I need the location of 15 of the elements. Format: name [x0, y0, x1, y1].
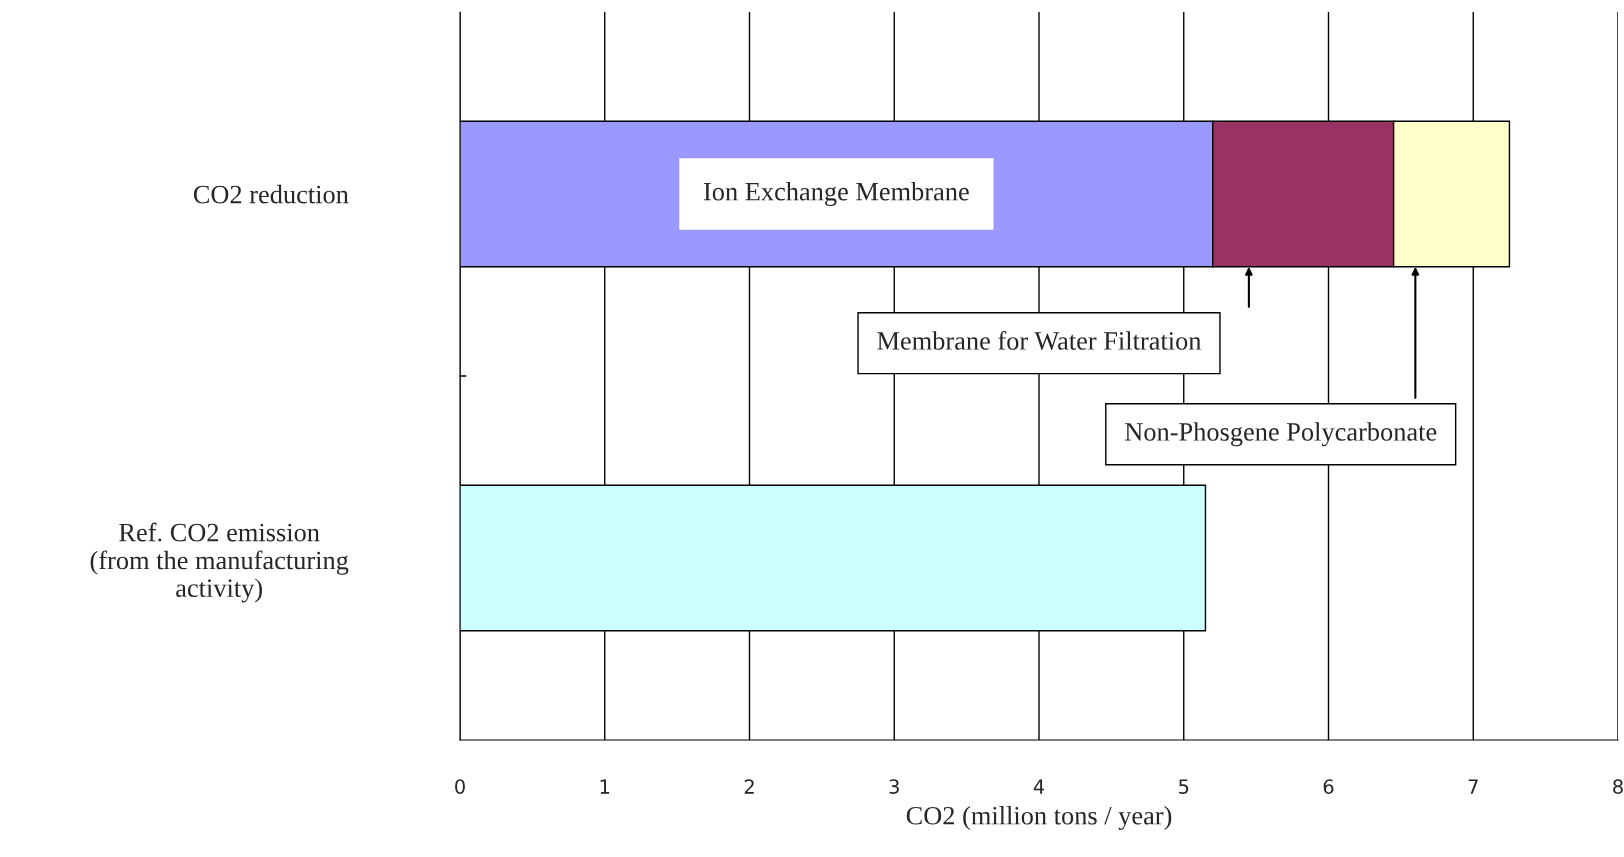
x-tick-label: 2: [744, 779, 754, 794]
text: Non-Phosgene Polycarbonate: [1125, 422, 1437, 447]
x-tick-label: 8: [1613, 779, 1623, 794]
series-label: Ion Exchange Membrane: [703, 182, 969, 206]
x-tick-label: 3: [889, 779, 899, 794]
x-tick-label: 5: [1179, 779, 1189, 794]
x-tick-label: 0: [455, 779, 465, 794]
x-tick-label: 6: [1323, 779, 1334, 794]
x-tick-label: 1: [600, 779, 610, 794]
text: Membrane for Water Filtration: [877, 331, 1202, 350]
x-axis-title: CO2 (million tons / year): [906, 806, 1172, 831]
x-tick-label: 7: [1468, 779, 1478, 794]
y-tick-label: Ref. CO2 emission (from the manufacturing activity): [90, 522, 349, 603]
x-tick-label: 4: [1033, 779, 1045, 794]
y-tick-label: CO2 reduction: [193, 184, 349, 204]
